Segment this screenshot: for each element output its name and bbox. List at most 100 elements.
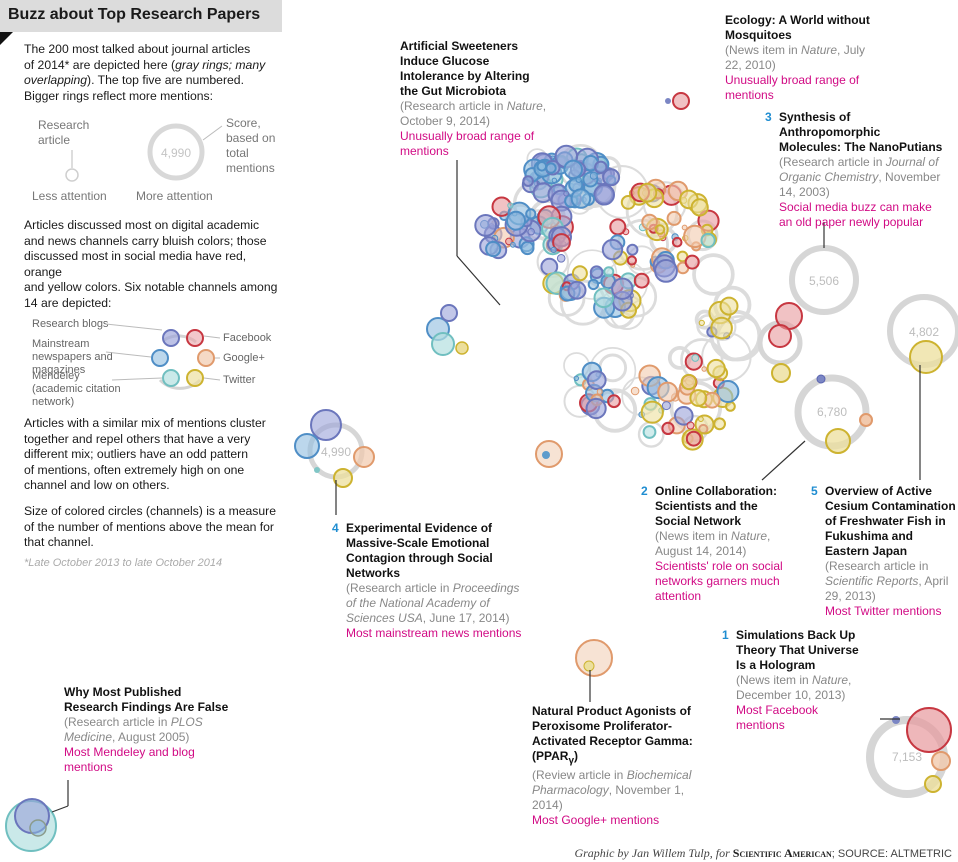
annotation-note: Scientists' role on social networks garn…	[655, 559, 783, 603]
article-googleplus-ppar[interactable]	[575, 639, 613, 677]
twitter-bubble	[620, 195, 636, 210]
annotation-sweeteners: Artificial Sweeteners Induce Glucose Int…	[400, 39, 550, 159]
desc-journal: Scientific Reports	[825, 574, 919, 588]
legend-leader	[111, 377, 163, 381]
desc-text: (News item in	[725, 43, 802, 57]
annotation-hologram: 1 Simulations Back Up Theory That Univer…	[722, 628, 866, 733]
legend-small-ring	[65, 168, 79, 182]
twitter-bubble	[825, 428, 851, 454]
legend-leader	[203, 377, 221, 381]
legend-big-ring	[147, 123, 205, 181]
annotation-ecology: Ecology: A World without Mosquitoes (New…	[725, 13, 885, 103]
googleplus-bubble	[596, 388, 603, 395]
twitter-bubble	[771, 363, 791, 383]
blogs-bubble	[556, 253, 566, 263]
annotation-note: Most Google+ mentions	[532, 813, 660, 828]
credit-line: Graphic by Jan Willem Tulp, for Scientif…	[574, 846, 952, 861]
twitter-bubble	[710, 316, 733, 340]
desc-text: , October 9, 2014)	[400, 99, 547, 128]
news-bubble	[716, 380, 740, 403]
annotation-desc: (Review article in Biochemical Pharmacol…	[532, 768, 694, 813]
size-text-line: of the number of mentions above the mean…	[24, 519, 274, 534]
annotation-note: Unusually broad range of mentions	[400, 129, 535, 158]
footnote: *Late October 2013 to late October 2014	[24, 557, 223, 569]
news-bubble	[551, 177, 557, 184]
cluster-text-line: channel and low on others.	[24, 478, 170, 492]
annotation-collaboration: 2 Online Collaboration: Scientists and t…	[641, 484, 795, 604]
blogs-bubble	[654, 259, 678, 283]
legend-score-label: Score, based on total mentions	[226, 116, 276, 175]
channel-label-twitter: Twitter	[223, 374, 256, 386]
intro-italic: overlapping	[24, 73, 88, 87]
twitter-bubble	[455, 341, 469, 355]
annotation-desc: (News item in Nature, July 22, 2010)	[725, 43, 885, 73]
twitter-bubble	[698, 416, 704, 423]
twitter-bubble	[706, 358, 726, 379]
rank-number: 2	[641, 484, 648, 498]
blogs-bubble	[589, 265, 604, 280]
annotation-title: Why Most Published Research Findings Are…	[64, 685, 229, 714]
desc-text: (News item in	[736, 673, 813, 687]
mendeley-bubble	[507, 202, 514, 209]
intro-italic: gray rings; many	[175, 57, 266, 72]
annotation-published: Why Most Published Research Findings Are…	[64, 685, 232, 775]
blogs-bubble	[594, 160, 608, 175]
annotation-title: Ecology: A World without Mosquitoes	[725, 13, 870, 42]
cluster-explanation: Articles with a similar mix of mentions …	[24, 416, 286, 494]
channel-label-mendeley: Mendeley (academic citation network)	[32, 370, 121, 408]
legend-blogs-bubble	[162, 329, 180, 347]
desc-text: , November 14, 2003)	[779, 170, 941, 199]
annotation-nanoputians: 3 Synthesis of Anthropomorphic Molecules…	[765, 110, 944, 230]
googleplus-bubble	[353, 446, 375, 468]
color-explanation: Articles discussed most on digital acade…	[24, 218, 286, 311]
blogs-bubble	[567, 280, 587, 300]
twitter-bubble	[713, 417, 726, 431]
desc-text: , November 1, 2014)	[532, 783, 685, 813]
desc-text: (Review article in	[532, 768, 627, 783]
annotation-title: Simulations Back Up Theory That Universe…	[736, 628, 859, 672]
twitter-bubble	[924, 775, 942, 793]
page-title: Buzz about Top Research Papers	[8, 6, 261, 23]
blogs-bubble	[626, 243, 639, 256]
blogs-bubble	[674, 406, 694, 426]
twitter-bubble	[909, 340, 943, 374]
news-bubble	[536, 161, 548, 172]
legend-leader	[105, 323, 163, 331]
header-bar: Buzz about Top Research Papers	[0, 0, 282, 32]
article-ecology[interactable]	[672, 92, 690, 110]
rank-number: 4	[332, 521, 339, 535]
news-bubble	[563, 159, 584, 180]
news-bubble	[573, 375, 579, 381]
twitter-bubble	[640, 400, 664, 424]
news-bubble	[589, 171, 598, 180]
title-subscript: γ	[568, 755, 575, 767]
news-bubble	[506, 210, 526, 231]
twitter-bubble	[690, 198, 709, 217]
twitter-bubble	[583, 660, 595, 672]
cluster-text-line: Articles with a similar mix of mentions …	[24, 416, 266, 430]
blogs-bubble	[601, 238, 624, 261]
facebook-bubble	[633, 272, 650, 289]
news-bubble	[294, 433, 320, 459]
channel-label-blogs: Research blogs	[32, 318, 109, 330]
channel-label-googleplus: Google+	[223, 352, 265, 364]
legend-news-bubble	[151, 349, 169, 367]
facebook-bubble	[609, 218, 627, 236]
intro-line: The 200 most talked about journal articl…	[24, 42, 251, 56]
desc-journal: PLOS Medicine	[64, 715, 203, 744]
legend-less-label: Less attention	[32, 189, 107, 203]
score-label-contagion: 4,990	[321, 445, 351, 459]
annotation-title: Artificial Sweeteners Induce Glucose Int…	[400, 39, 530, 98]
annotation-desc: (News item in Nature, December 10, 2013)	[736, 673, 866, 703]
twitter-bubble	[654, 224, 666, 235]
mendeley-bubble	[691, 354, 700, 362]
news-bubble	[542, 451, 550, 459]
twitter-bubble	[333, 468, 353, 488]
intro-line: ). The top five are numbered.	[87, 73, 244, 87]
credit-magazine: Scientific American	[732, 846, 832, 860]
googleplus-bubble	[859, 413, 873, 427]
annotation-desc: (News item in Nature, August 14, 2014)	[655, 529, 795, 559]
size-text-line: Size of colored circles (channels) is a …	[24, 504, 276, 518]
color-text-line: 14 are depicted:	[24, 295, 112, 310]
